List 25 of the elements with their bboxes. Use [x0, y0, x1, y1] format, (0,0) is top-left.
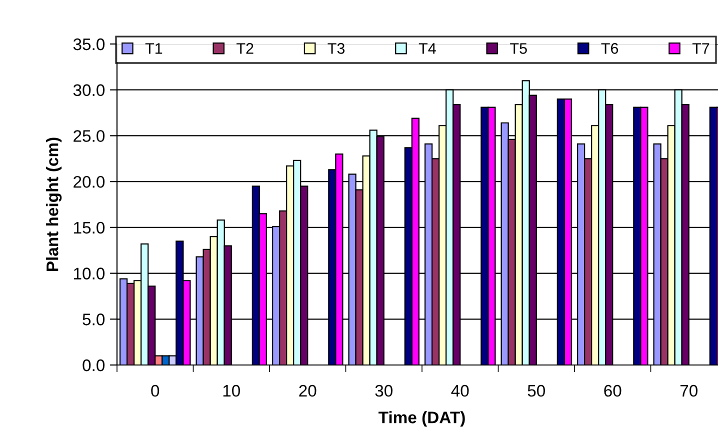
- y-tick-label: 15.0: [74, 222, 105, 234]
- x-tick-label: 70: [680, 384, 698, 397]
- y-tick-label: 5.0: [82, 314, 105, 326]
- y-tick-label: 30.0: [73, 84, 105, 96]
- y-tick-label: 10.0: [74, 268, 105, 280]
- y-tick-label: 35.0: [73, 38, 105, 50]
- legend-label: T7: [692, 43, 710, 54]
- legend-label: T2: [236, 43, 254, 54]
- legend-label: T6: [601, 43, 618, 54]
- y-tick-label: 0.0: [82, 359, 105, 372]
- x-tick-label: 30: [375, 384, 392, 397]
- legend-label: T1: [145, 43, 162, 54]
- legend-label: T3: [328, 43, 345, 54]
- x-axis-title: Time (DAT): [378, 411, 465, 427]
- y-tick-label: 25.0: [74, 130, 105, 142]
- x-tick-label: 20: [299, 384, 316, 397]
- y-tick-label: 20.0: [74, 176, 105, 188]
- x-tick-label: 50: [528, 384, 545, 397]
- x-tick-label: 10: [223, 384, 240, 397]
- x-tick-label: 40: [451, 384, 469, 397]
- y-axis-title: Plant height (cm): [46, 138, 62, 271]
- legend-label: T5: [510, 43, 527, 54]
- legend-label: T4: [418, 43, 436, 54]
- x-tick-label: 60: [604, 384, 622, 397]
- x-tick-label: 0: [151, 384, 160, 397]
